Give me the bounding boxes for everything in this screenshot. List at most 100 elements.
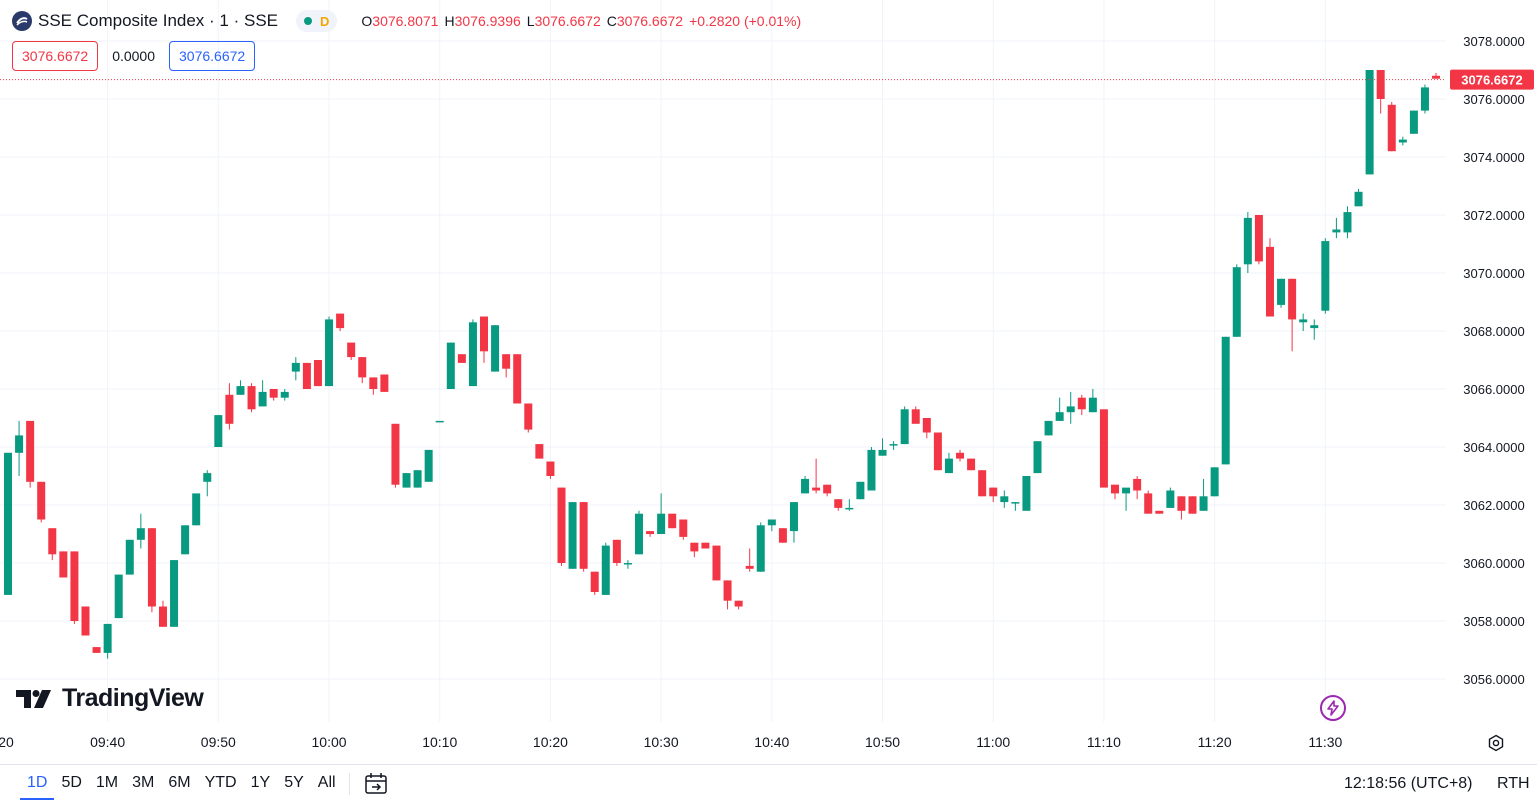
range-3m[interactable]: 3M (132, 774, 155, 791)
candle (1011, 502, 1020, 511)
range-ytd[interactable]: YTD (204, 774, 237, 791)
candle (192, 493, 201, 526)
candle (1022, 476, 1031, 511)
candle-body (1398, 139, 1407, 143)
range-5y[interactable]: 5Y (284, 774, 304, 791)
candle (457, 354, 466, 363)
candle (612, 539, 621, 566)
candle (59, 551, 68, 578)
candle (1000, 490, 1009, 508)
candle (867, 447, 876, 491)
sell-price-box[interactable]: 3076.6672 (12, 41, 99, 71)
lightning-icon (1327, 700, 1339, 716)
candle (690, 542, 699, 558)
candle-body (834, 499, 843, 508)
candle-body (1022, 476, 1031, 511)
candle-body (158, 606, 167, 627)
candle (1122, 487, 1131, 511)
candle (1044, 420, 1053, 436)
candle (125, 539, 134, 575)
candle-body (1387, 104, 1396, 152)
candle-body (524, 403, 533, 430)
candle-body (845, 507, 854, 510)
candle (734, 600, 743, 610)
candle (623, 560, 632, 569)
candle-body (70, 551, 79, 621)
candle (1221, 336, 1230, 465)
candle-body (1199, 496, 1208, 511)
market-open-dot (304, 17, 312, 25)
range-all[interactable]: All (317, 774, 336, 791)
candle (767, 519, 776, 532)
candle-body (867, 449, 876, 491)
candle-body (4, 452, 12, 595)
low-key: L (526, 13, 535, 29)
candle-body (170, 560, 179, 627)
candle-body (291, 362, 300, 372)
candle-body (579, 502, 588, 569)
candle-body (280, 391, 289, 398)
open-key: O (361, 13, 373, 29)
candle-body (325, 319, 334, 387)
candle (1310, 319, 1319, 340)
candle-body (1077, 397, 1086, 410)
candle (136, 513, 145, 549)
candle (203, 470, 212, 497)
candle-body (723, 580, 732, 601)
time-tick-label: 10:40 (754, 734, 789, 750)
range-1y[interactable]: 1Y (250, 774, 271, 791)
candle-body (26, 420, 35, 482)
candle-body (1243, 217, 1252, 265)
candle (502, 354, 511, 378)
candle (679, 519, 688, 540)
candle (391, 423, 400, 488)
candle-body (1409, 110, 1418, 134)
price-chart[interactable]: 3056.0000 3058.0000 3060.0000 3062.0000 3064… (0, 0, 1537, 764)
candle (48, 528, 57, 561)
time-tick-label: 11:20 (1198, 734, 1232, 750)
price-tick-label: 3068.0000 (1463, 324, 1524, 339)
candle-body (435, 420, 444, 423)
candle (590, 571, 599, 595)
candle (114, 574, 123, 619)
lightning-button[interactable] (1320, 695, 1346, 721)
candle (1033, 441, 1042, 474)
candle (1288, 278, 1297, 352)
ohlc-values: O3076.8071 H3076.9396 L3076.6672 C3076.6… (361, 13, 801, 29)
market-status[interactable]: D (296, 10, 338, 32)
range-1d[interactable]: 1D (20, 774, 55, 800)
last-price-label: 3076.6672 (1450, 69, 1534, 90)
symbol-title[interactable]: SSE Composite Index · 1 · SSE (38, 11, 278, 30)
date-range-button[interactable] (363, 771, 389, 797)
price-axis[interactable]: 3056.0000 3058.0000 3060.0000 3062.0000 3064… (1463, 34, 1524, 687)
spread-value: 0.0000 (112, 48, 156, 64)
session-toggle[interactable]: RTH (1497, 775, 1530, 792)
settings-icon (1488, 734, 1504, 752)
candle-body (657, 513, 666, 534)
candle-body (1066, 406, 1075, 413)
candle (402, 473, 411, 488)
candle-body (391, 423, 400, 485)
candle-body (468, 322, 477, 387)
time-axis[interactable]: 20 09:40 09:50 10:00 10:10 10:20 10:30 10:40 10:… (0, 734, 1343, 750)
candle (1277, 278, 1286, 308)
timezone-clock[interactable]: 12:18:56 (UTC+8) (1344, 775, 1473, 792)
candle (291, 357, 300, 381)
buy-price-box[interactable]: 3076.6672 (169, 41, 256, 71)
candle (468, 319, 477, 387)
tradingview-logo[interactable]: TradingView (16, 684, 204, 713)
range-6m[interactable]: 6M (168, 774, 191, 791)
last-price-label-text: 3076.6672 (1461, 73, 1522, 88)
exchange-logo-icon (12, 11, 32, 31)
candle (1066, 391, 1075, 424)
candle-body (778, 528, 787, 543)
candle-body (922, 418, 931, 433)
symbol-legend: SSE Composite Index · 1 · SSE D O3076.80… (12, 9, 801, 33)
chart-settings-button[interactable] (1486, 733, 1506, 753)
price-tick-label: 3062.0000 (1463, 498, 1524, 513)
candle (480, 316, 489, 363)
candle-body (336, 313, 345, 329)
range-1m[interactable]: 1M (95, 774, 119, 791)
candle (247, 383, 256, 413)
range-5d[interactable]: 5D (61, 774, 82, 791)
